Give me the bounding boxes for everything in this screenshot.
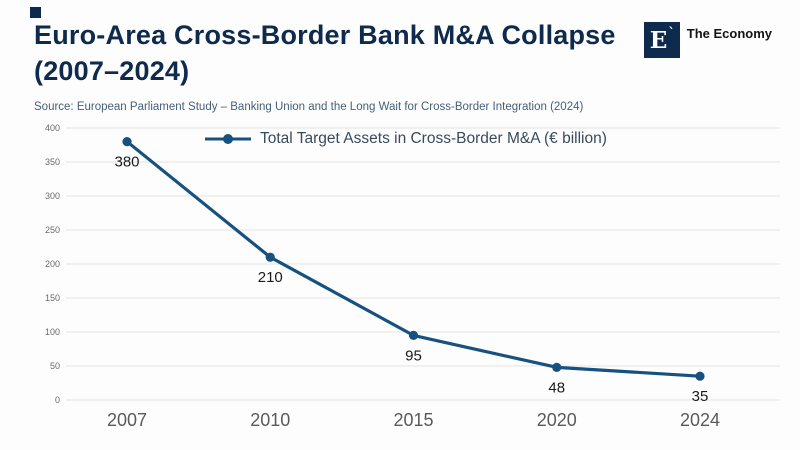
y-tick-label: 0	[55, 395, 60, 405]
logo-monogram-mark: `	[668, 25, 675, 41]
data-point-label: 35	[692, 388, 709, 405]
data-point-label: 210	[258, 269, 283, 286]
logo: E ` The Economy	[643, 22, 772, 58]
y-tick-label: 350	[45, 157, 60, 167]
legend-label: Total Target Assets in Cross-Border M&A …	[260, 130, 607, 147]
trend-line	[125, 140, 702, 378]
page-title: Euro-Area Cross-Border Bank M&A Collapse…	[34, 18, 616, 89]
data-point	[552, 362, 562, 372]
logo-monogram: E `	[643, 22, 680, 58]
data-point	[265, 252, 275, 262]
x-tick-label: 2007	[107, 410, 147, 430]
data-point-label: 48	[548, 379, 565, 396]
data-point	[408, 330, 419, 340]
chart-legend: Total Target Assets in Cross-Border M&A …	[205, 130, 607, 148]
x-tick-label: 2010	[250, 410, 290, 430]
logo-monogram-letter: E	[649, 26, 668, 54]
chart-area: 0 50 100 150 200 250 300 350 400 2007 2010 2015 2020…	[20, 120, 790, 442]
brand-corner-square	[30, 7, 41, 18]
line-chart: 0 50 100 150 200 250 300 350 400 2007 2010 2015 2020…	[45, 123, 780, 430]
logo-name: The Economy	[686, 26, 772, 41]
data-point-label: 95	[405, 347, 422, 364]
y-tick-label: 150	[45, 293, 60, 303]
legend-line-marker	[205, 134, 251, 144]
x-tick-label: 2015	[393, 410, 433, 430]
y-tick-label: 100	[45, 327, 60, 337]
source-note: Source: European Parliament Study – Bank…	[34, 101, 584, 113]
y-tick-label: 200	[45, 259, 60, 269]
y-tick-label: 300	[45, 191, 60, 201]
data-point	[695, 371, 705, 381]
y-tick-label: 250	[45, 225, 60, 235]
data-point-label: 380	[114, 154, 139, 171]
x-tick-label: 2020	[537, 410, 577, 430]
x-tick-label: 2024	[680, 410, 720, 430]
data-point	[122, 137, 132, 147]
y-tick-label: 50	[50, 361, 60, 371]
y-tick-label: 400	[45, 123, 60, 133]
page-title-line2: (2007–2024)	[34, 55, 190, 86]
page-title-line1: Euro-Area Cross-Border Bank M&A Collapse	[34, 20, 616, 50]
